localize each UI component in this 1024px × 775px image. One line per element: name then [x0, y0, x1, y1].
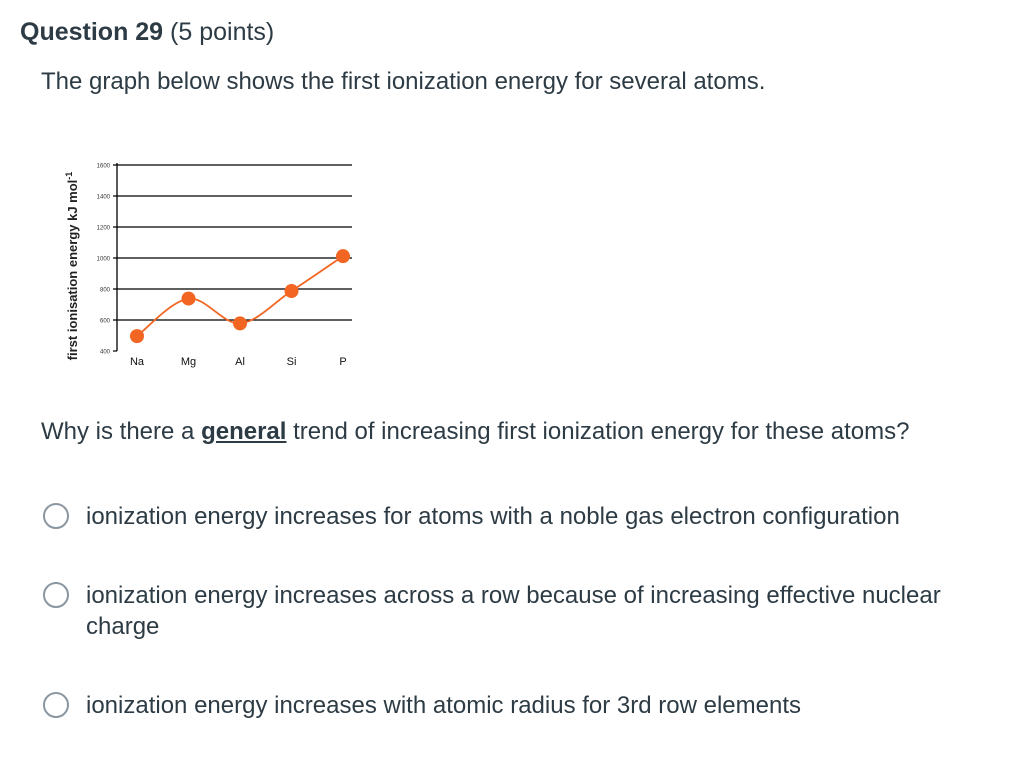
data-point-p [336, 249, 350, 264]
chart-svg: 1600 1400 1200 1000 800 600 400 Na Mg Al Si Pfirst … [64, 163, 352, 368]
y-axis-title-text: first ionisation energy kJ mol [65, 180, 80, 361]
question-prompt-emphasis: general [201, 418, 287, 445]
y-tick-label: 1200 [97, 226, 111, 232]
y-tick-label: 400 [100, 350, 111, 356]
answer-radio-2[interactable] [43, 582, 69, 608]
y-tick-label: 800 [100, 288, 111, 294]
y-tick-label: 1600 [97, 164, 111, 170]
y-axis-title-superscript: -1 [64, 172, 74, 180]
x-tick-label: Si [287, 356, 297, 368]
answer-option-2[interactable]: ionization energy increases across a row… [43, 580, 1018, 642]
question-points: (5 points) [170, 18, 275, 46]
data-point-si [284, 284, 299, 299]
y-tick-label: 600 [100, 319, 111, 325]
question-prompt-after: trend of increasing first ionization ene… [286, 418, 910, 445]
data-point-na [130, 329, 144, 344]
answer-option-1[interactable]: ionization energy increases for atoms wi… [43, 501, 1018, 532]
answer-label-3: ionization energy increases with atomic … [86, 692, 801, 719]
answer-radio-3[interactable] [43, 692, 69, 718]
y-tick-label: 1000 [97, 257, 111, 263]
question-intro: The graph below shows the first ionizati… [41, 68, 766, 95]
data-point-al [233, 316, 247, 331]
answer-label-1: ionization energy increases for atoms wi… [86, 503, 900, 530]
question-prompt-before: Why is there a [41, 418, 202, 445]
y-axis-title: first ionisation energy kJ mol-1 [64, 172, 80, 361]
answer-option-3[interactable]: ionization energy increases with atomic … [43, 690, 1018, 721]
question-header: Question 29 (5 points) [20, 18, 274, 47]
answer-radio-1[interactable] [43, 503, 69, 529]
data-point-mg [181, 291, 196, 306]
answer-label-2: ionization energy increases across a row… [86, 582, 941, 640]
question-prompt: Why is there a general trend of increasi… [41, 418, 909, 446]
x-tick-label: Na [130, 356, 145, 368]
x-tick-label: P [339, 356, 346, 368]
x-tick-label: Mg [181, 356, 196, 368]
y-tick-label: 1400 [97, 195, 111, 201]
question-title: Question 29 [20, 18, 164, 46]
x-tick-label: Al [235, 356, 245, 368]
